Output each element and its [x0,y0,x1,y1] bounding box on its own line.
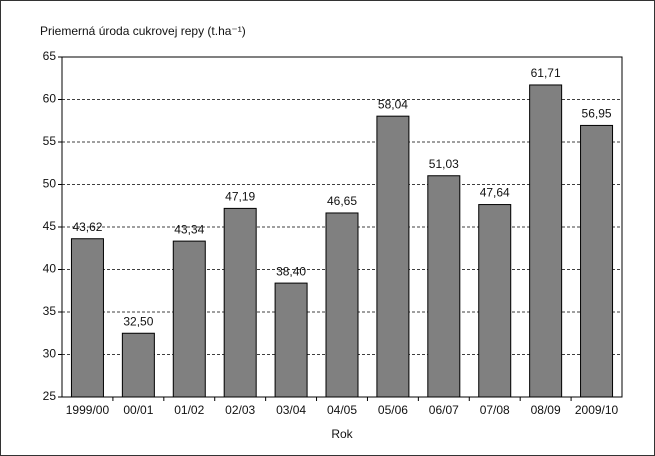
chart-title: Priemerná úroda cukrovej repy (t.ha⁻¹) [40,24,246,38]
value-label: 51,03 [429,157,459,171]
x-tick-label: 02/03 [225,403,255,417]
x-tick-label: 03/04 [276,403,306,417]
bar [376,115,410,398]
value-label: 56,95 [582,107,612,121]
y-tick-label: 50 [43,177,57,191]
value-label: 61,71 [531,66,561,80]
x-axis-label: Rok [331,427,353,441]
x-tick-label: 00/01 [123,403,153,417]
bar [580,124,614,398]
bar [70,238,104,398]
bar [427,175,461,398]
bar [325,212,359,398]
value-label: 47,64 [480,186,510,200]
x-tick-label: 06/07 [429,403,459,417]
value-label: 38,40 [276,264,306,278]
x-tick-label: 01/02 [174,403,204,417]
x-tick-label: 2009/10 [575,403,619,417]
y-tick-label: 60 [43,92,57,106]
value-label: 43,62 [72,220,102,234]
bar [478,204,512,398]
x-tick-label: 07/08 [480,403,510,417]
value-label: 46,65 [327,194,357,208]
bar [223,207,257,398]
bar [121,332,155,398]
bar [172,240,206,398]
y-tick-label: 65 [43,49,57,63]
y-tick-label: 45 [43,219,57,233]
value-label: 43,34 [174,222,204,236]
bar [529,84,563,398]
bar [274,282,308,398]
y-tick-label: 25 [43,389,57,403]
x-tick-label: 08/09 [531,403,561,417]
value-label: 32,50 [123,314,153,328]
y-tick-label: 35 [43,304,57,318]
x-tick-label: 04/05 [327,403,357,417]
value-label: 58,04 [378,97,408,111]
x-tick-label: 05/06 [378,403,408,417]
y-tick-label: 40 [43,262,57,276]
value-label: 47,19 [225,190,255,204]
y-tick-label: 55 [43,134,57,148]
y-tick-label: 30 [43,347,57,361]
x-tick-label: 1999/00 [66,403,110,417]
